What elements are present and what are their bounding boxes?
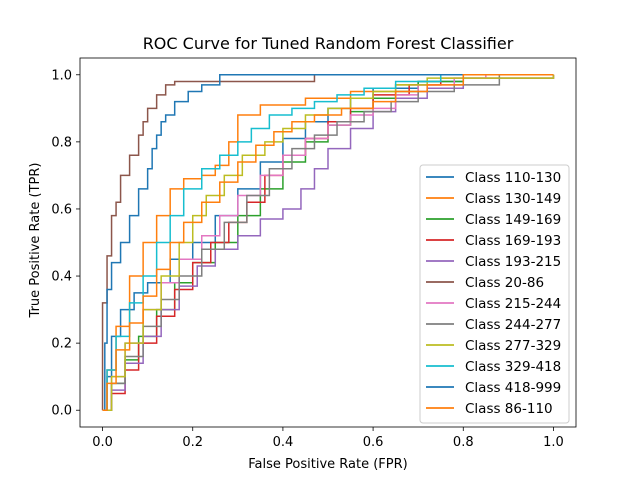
legend-label: Class 193-215 (465, 254, 561, 270)
plot-area (79, 57, 577, 428)
x-tick-label: 0.8 (453, 435, 474, 450)
legend-label: Class 20-86 (465, 275, 544, 291)
y-tick-label: 0.8 (51, 135, 72, 150)
y-tick-label: 0.6 (51, 202, 72, 217)
legend-label: Class 149-169 (465, 212, 561, 228)
legend-label: Class 86-110 (465, 401, 553, 417)
roc-curve-series-6 (101, 74, 554, 411)
y-axis-label: True Positive Rate (TPR) (28, 163, 43, 319)
legend-label: Class 244-277 (465, 317, 561, 333)
y-tick-label: 0.2 (51, 337, 72, 352)
x-tick-label: 0.6 (363, 435, 384, 450)
legend-label: Class 215-244 (465, 296, 561, 312)
roc-curve-series-12 (102, 74, 554, 411)
legend-box (419, 164, 570, 424)
x-tick-label: 0.2 (182, 435, 203, 450)
roc-curve-series-11 (102, 74, 554, 411)
roc-curves (101, 74, 555, 411)
x-axis-ticks: 0.0 0.2 0.4 0.6 0.8 1.0 (92, 427, 564, 450)
legend-label: Class 277-329 (465, 338, 561, 354)
legend-label: Class 110-130 (465, 170, 561, 186)
legend-label: Class 130-149 (465, 191, 561, 207)
x-axis-label: False Positive Rate (FPR) (248, 457, 407, 472)
y-tick-label: 0.4 (51, 270, 72, 285)
legend-label: Class 169-193 (465, 233, 561, 249)
legend-label: Class 329-418 (465, 359, 561, 375)
x-tick-label: 1.0 (543, 435, 564, 450)
y-tick-label: 1.0 (51, 68, 72, 83)
x-tick-label: 0.4 (273, 435, 294, 450)
legend-label: Class 418-999 (465, 380, 561, 396)
y-axis-ticks: 0.0 0.2 0.4 0.6 0.8 1.0 (51, 68, 80, 419)
legend: Class 110-130 Class 130-149 Class 149-169 C… (419, 164, 570, 424)
plot-frame (79, 57, 577, 428)
x-tick-label: 0.0 (92, 435, 113, 450)
chart-title: ROC Curve for Tuned Random Forest Classi… (143, 34, 514, 53)
roc-curve-series-10 (102, 74, 554, 411)
y-tick-label: 0.0 (51, 404, 72, 419)
roc-curve-series-2 (102, 74, 555, 411)
